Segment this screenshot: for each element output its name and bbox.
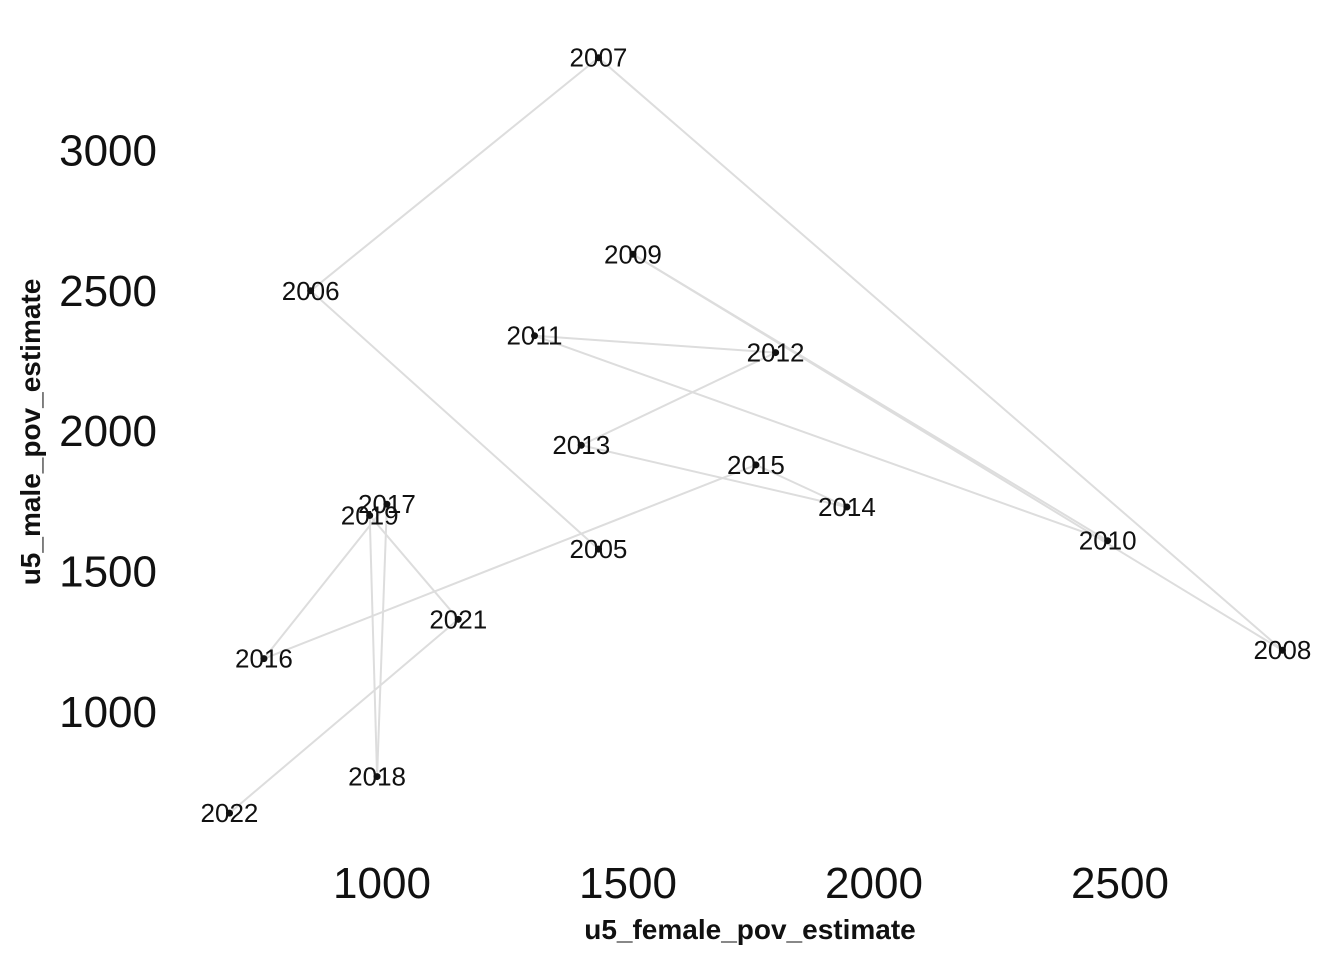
point-label-2017: 2017: [358, 489, 416, 519]
data-point-2017: [383, 500, 391, 508]
path-segment-2012-2013: [580, 351, 777, 447]
data-point-2010: [1104, 537, 1112, 545]
x-axis-tick-labels: 1000 1500 2000 2500: [333, 859, 1169, 908]
data-point-2021: [454, 615, 462, 623]
x-tick-label-1500: 1500: [579, 859, 677, 908]
data-point-2009: [629, 250, 637, 258]
path-segment-2017-2018: [376, 504, 388, 777]
data-point-2011: [531, 332, 539, 340]
path-segment-2011-2012: [534, 334, 776, 354]
path-segment-2018-2019: [368, 515, 379, 777]
data-point-2005: [594, 545, 602, 553]
y-tick-label-2500: 2500: [59, 267, 157, 316]
x-tick-label-2500: 2500: [1071, 859, 1169, 908]
point-label-2012: 2012: [747, 338, 805, 368]
point-label-2009: 2009: [604, 239, 662, 269]
path-segment-2021-2022: [228, 618, 459, 814]
x-tick-label-2000: 2000: [825, 859, 923, 908]
data-point-2019: [366, 511, 374, 519]
point-label-2005: 2005: [570, 534, 628, 564]
path-segment-2016-2017: [263, 503, 388, 660]
y-tick-label-3000: 3000: [59, 126, 157, 175]
point-label-2019: 2019: [341, 500, 399, 530]
path-segment-2010-2011: [534, 334, 1109, 542]
point-label-2006: 2006: [282, 276, 340, 306]
point-label-2021: 2021: [429, 604, 487, 634]
point-label-2007: 2007: [570, 43, 628, 73]
point-label-2018: 2018: [348, 762, 406, 792]
point-label-2013: 2013: [552, 430, 610, 460]
data-point-2022: [225, 809, 233, 817]
path-segment-2007-2008: [597, 56, 1284, 651]
point-label-2008: 2008: [1253, 635, 1311, 665]
path-segment-2014-2015: [755, 463, 848, 508]
data-point-group: [225, 54, 1286, 817]
path-segment-2015-2016: [263, 463, 757, 660]
data-point-2016: [260, 655, 268, 663]
path-segment-2009-2010: [632, 253, 1109, 542]
path-segment-2005-2006: [309, 290, 600, 550]
point-label-2014: 2014: [818, 492, 876, 522]
data-point-2015: [752, 461, 760, 469]
data-point-2018: [373, 773, 381, 781]
y-axis-tick-labels: 1000 1500 2000 2500 3000: [59, 126, 157, 737]
data-point-2007: [594, 54, 602, 62]
path-segment-2013-2014: [581, 444, 848, 508]
point-label-2022: 2022: [201, 798, 259, 828]
data-point-2013: [577, 441, 585, 449]
y-tick-label-1500: 1500: [59, 548, 157, 597]
x-axis-title: u5_female_pov_estimate: [584, 914, 916, 945]
data-point-2006: [307, 287, 315, 295]
y-tick-label-2000: 2000: [59, 407, 157, 456]
data-point-2014: [843, 503, 851, 511]
point-label-2010: 2010: [1079, 526, 1137, 556]
data-point-2012: [772, 349, 780, 357]
point-label-2016: 2016: [235, 644, 293, 674]
point-label-group: 2005 2006 2007 2008 2009 2010 2011 2012 2013 2014…: [201, 43, 1312, 828]
path-segment-2019-2021: [368, 514, 460, 620]
y-axis-title: u5_male_pov_estimate: [15, 279, 46, 586]
y-tick-label-1000: 1000: [59, 688, 157, 737]
x-tick-label-1000: 1000: [333, 859, 431, 908]
point-label-2011: 2011: [507, 321, 563, 351]
connecting-path-group: [228, 56, 1284, 814]
point-label-2015: 2015: [727, 450, 785, 480]
data-point-2008: [1278, 646, 1286, 654]
path-segment-2006-2007: [310, 56, 600, 292]
